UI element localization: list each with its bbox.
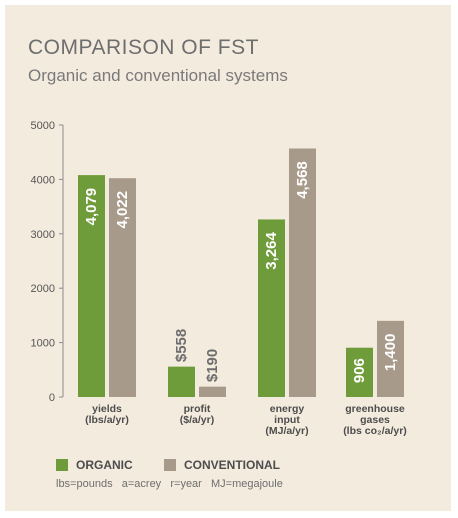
bar-conventional [199,386,226,397]
bar-conventional [377,320,404,397]
legend-label-organic: ORGANIC [76,458,133,472]
x-category-label: gases [360,414,390,426]
x-category-label: yields [92,403,122,415]
legend-organic: ORGANIC [56,457,133,473]
bar-organic [168,366,195,397]
x-category-label: (lbs co₂/a/yr) [343,425,407,437]
x-category-label: profit [184,403,211,415]
y-tick-label: 4000 [31,174,55,186]
bar-value-label: 4,568 [294,161,311,199]
y-tick-label: 5000 [31,120,55,132]
legend-swatch-organic [56,459,68,471]
chart-title: COMPARISON OF FST [28,36,259,59]
x-category-label: input [274,414,300,426]
bar-organic [346,347,373,397]
y-tick-label: 3000 [31,229,55,241]
y-tick-label: 0 [49,392,55,404]
bar-value-label: 906 [351,358,368,383]
legend-label-conventional: CONVENTIONAL [184,458,280,472]
bar-value-label: $558 [173,329,190,362]
x-category-label: ($/a/yr) [180,414,214,426]
chart-subtitle: Organic and conventional systems [28,66,288,85]
bar-value-label: 1,400 [382,334,399,372]
x-category-label: energy [270,403,305,415]
legend-swatch-conventional [164,459,176,471]
bar-value-label: 4,022 [114,191,131,229]
x-category-label: (MJ/a/yr) [265,425,308,437]
x-category-label: (lbs/a/yr) [85,414,129,426]
x-category-label: greenhouse [345,403,405,415]
bar-organic [258,219,285,397]
bar-value-label: $190 [204,349,221,382]
bar-value-label: 3,264 [263,232,280,270]
y-tick-label: 2000 [31,283,55,295]
bar-value-label: 4,079 [83,188,100,226]
legend-conventional: CONVENTIONAL [164,457,280,473]
bar-conventional [109,178,136,397]
y-tick-label: 1000 [31,338,55,350]
bar-conventional [289,148,316,397]
bar-organic [78,175,105,397]
units-footnote: lbs=pounds a=acrey r=year MJ=megajoule [56,478,283,490]
